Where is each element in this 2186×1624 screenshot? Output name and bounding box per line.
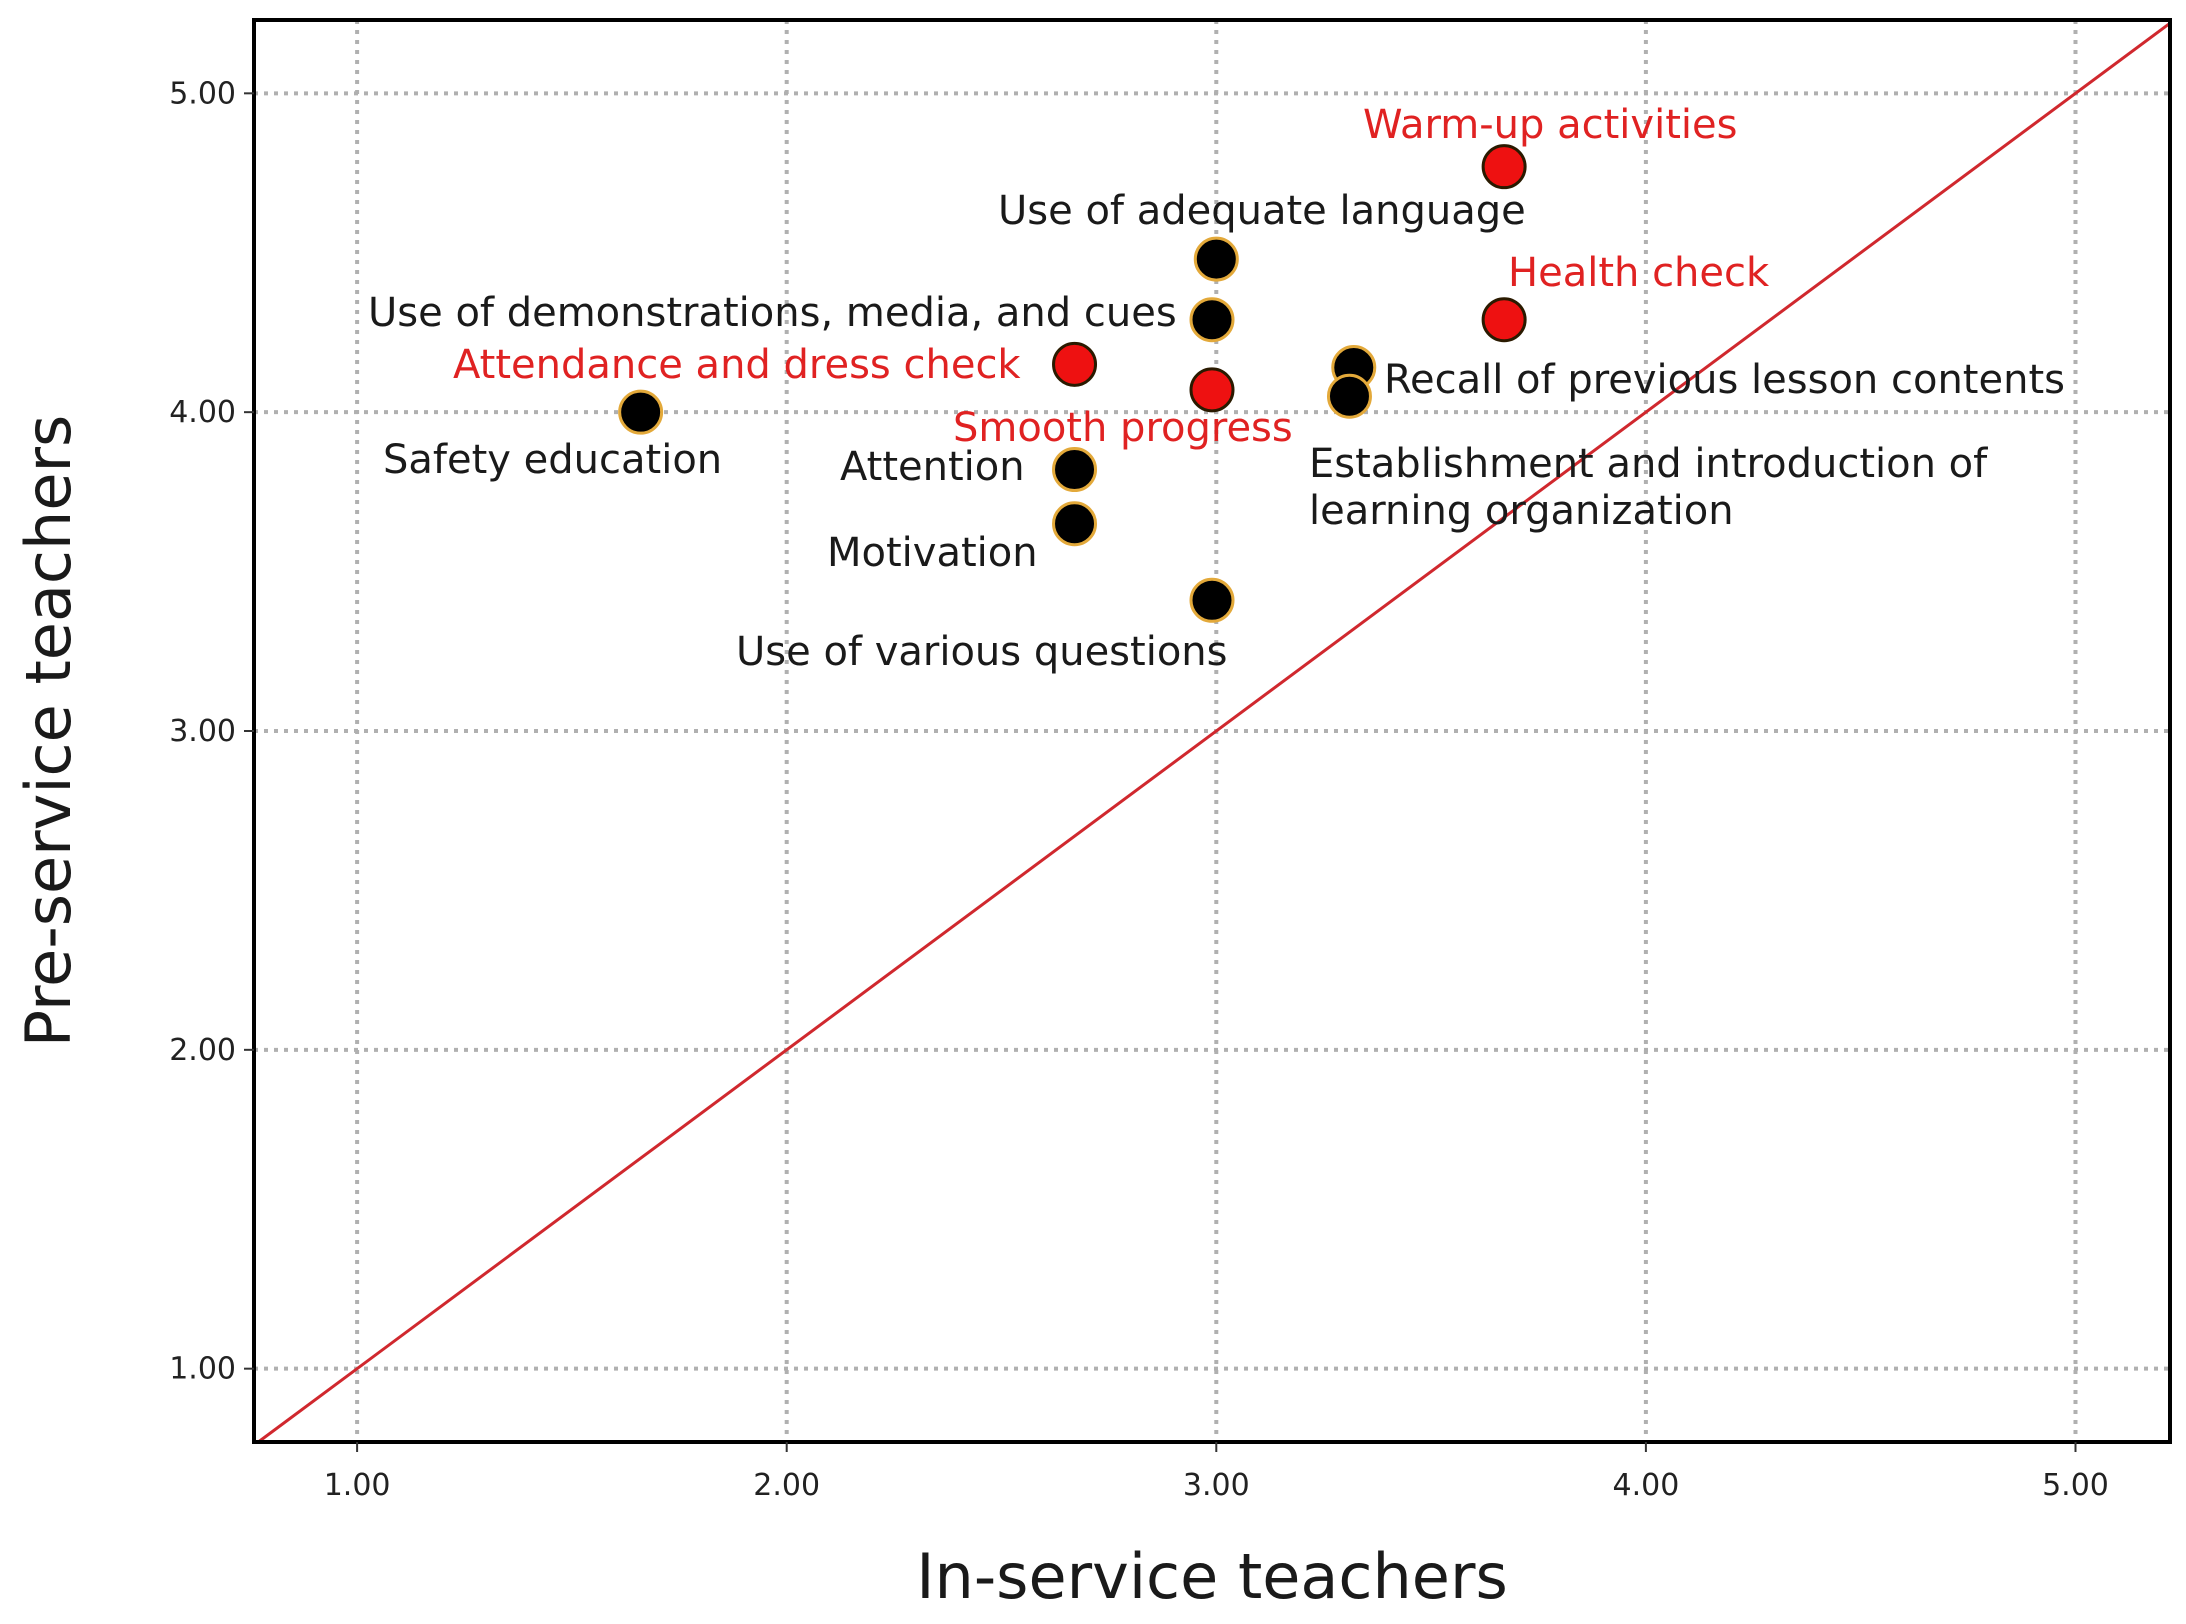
data-point-8 bbox=[1326, 373, 1372, 419]
y-tick-label: 2.00 bbox=[169, 1033, 236, 1068]
y-axis-title: Pre-service teachers bbox=[12, 415, 85, 1048]
point-label: Use of various questions bbox=[736, 629, 1227, 675]
point-labels: Warm-up activities Use of adequate langua… bbox=[368, 102, 2065, 675]
axis-ticks: 1.00 2.00 3.00 4.00 5.00 1.00 2.00 3.00 4.00 5.00 bbox=[169, 76, 2109, 1503]
x-tick-label: 1.00 bbox=[324, 1468, 391, 1503]
data-points bbox=[618, 144, 1527, 623]
point-label: Health check bbox=[1508, 250, 1770, 296]
point-label: Attendance and dress check bbox=[453, 342, 1021, 388]
reference-line-group bbox=[257, 21, 2171, 1444]
data-point-1 bbox=[1481, 144, 1527, 190]
point-label: Use of demonstrations, media, and cues bbox=[368, 290, 1177, 336]
x-tick-label: 5.00 bbox=[2042, 1468, 2109, 1503]
x-tick-label: 3.00 bbox=[1183, 1468, 1250, 1503]
point-label: Warm-up activities bbox=[1363, 102, 1737, 148]
y-tick-label: 4.00 bbox=[169, 395, 236, 430]
reference-line bbox=[257, 21, 2171, 1444]
data-point-12 bbox=[1189, 577, 1235, 623]
data-point-2 bbox=[1193, 236, 1239, 282]
point-label: Motivation bbox=[827, 530, 1038, 576]
x-tick-label: 2.00 bbox=[753, 1468, 820, 1503]
data-point-7 bbox=[1189, 367, 1235, 413]
point-label: Establishment and introduction of bbox=[1309, 441, 1988, 487]
data-point-3 bbox=[1481, 297, 1527, 343]
x-tick-label: 4.00 bbox=[1612, 1468, 1679, 1503]
data-point-10 bbox=[1052, 447, 1098, 493]
point-label: Attention bbox=[840, 444, 1025, 490]
data-point-4 bbox=[1189, 297, 1235, 343]
y-tick-label: 5.00 bbox=[169, 76, 236, 111]
point-label: Safety education bbox=[383, 437, 722, 483]
point-label: Smooth progress bbox=[953, 405, 1293, 451]
point-label: Use of adequate language bbox=[998, 188, 1526, 234]
data-point-11 bbox=[1052, 501, 1098, 547]
point-label: Recall of previous lesson contents bbox=[1384, 357, 2065, 403]
x-axis-title: In-service teachers bbox=[916, 1540, 1508, 1613]
point-label: learning organization bbox=[1309, 488, 1734, 534]
data-point-5 bbox=[1052, 341, 1098, 387]
y-tick-label: 3.00 bbox=[169, 714, 236, 749]
y-tick-label: 1.00 bbox=[169, 1352, 236, 1387]
data-point-9 bbox=[618, 389, 664, 435]
